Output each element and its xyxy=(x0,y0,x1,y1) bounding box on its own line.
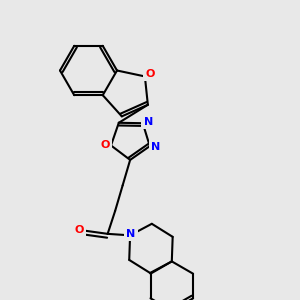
Text: O: O xyxy=(146,69,155,79)
Text: N: N xyxy=(151,142,160,152)
Text: N: N xyxy=(144,117,153,127)
Text: O: O xyxy=(101,140,110,151)
Text: N: N xyxy=(126,229,136,239)
Text: O: O xyxy=(75,225,84,235)
